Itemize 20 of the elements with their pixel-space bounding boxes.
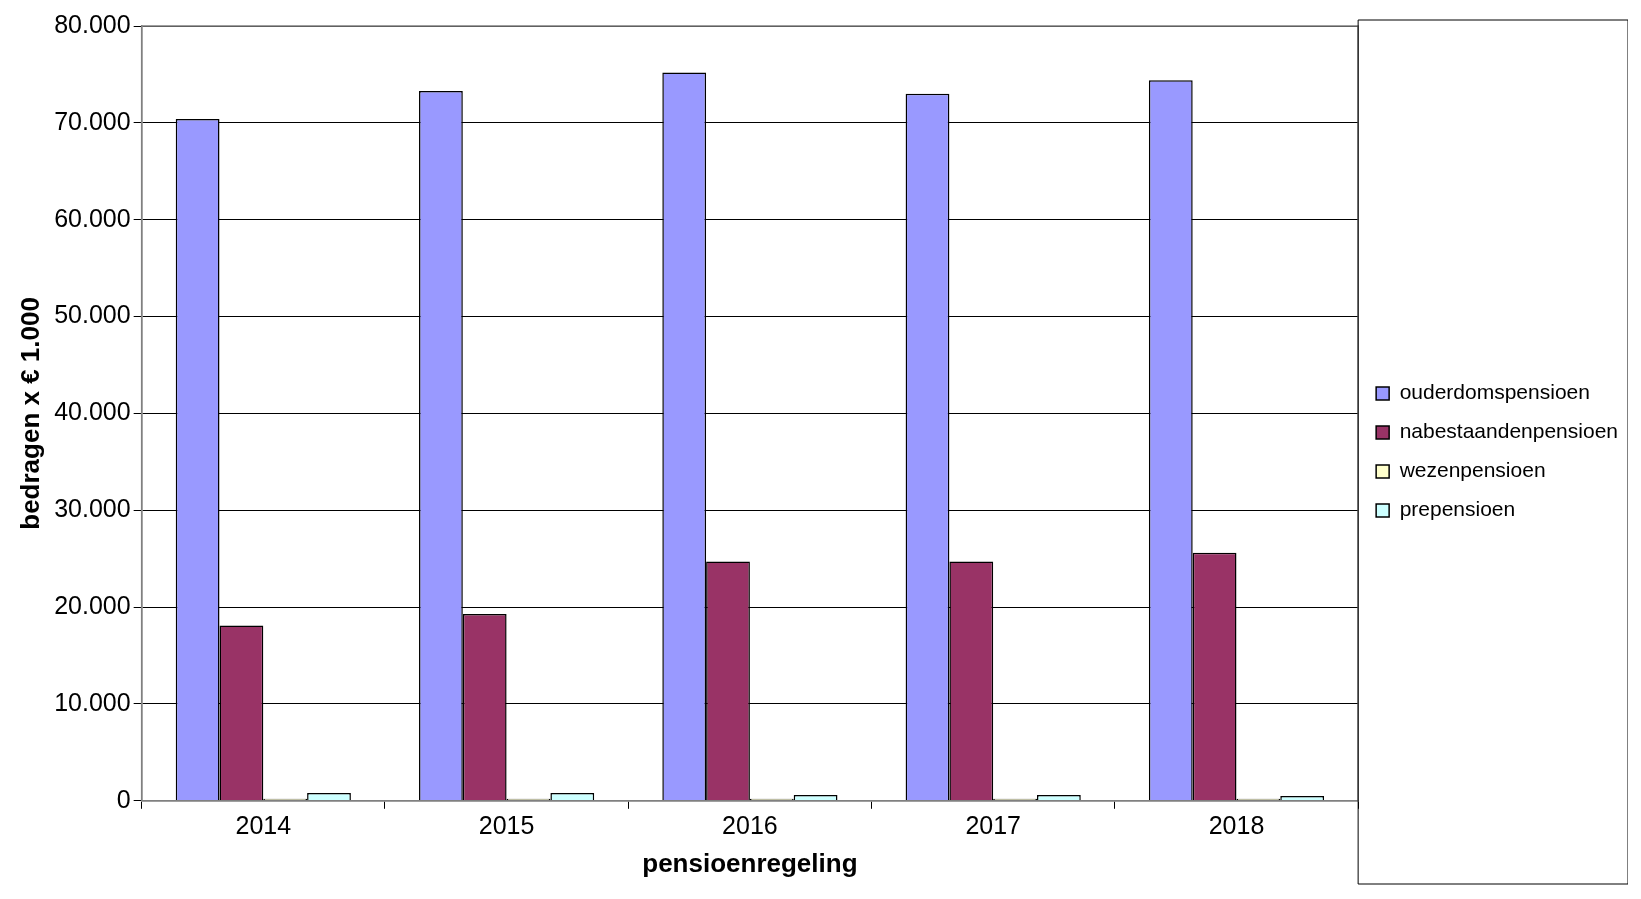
- y-tick-label: 0: [116, 784, 131, 813]
- y-tick-label: 40.000: [54, 397, 131, 426]
- legend-label: wezenpensioen: [1398, 458, 1546, 482]
- legend-label: ouderdomspensioen: [1399, 380, 1590, 404]
- x-tick-label: 2017: [965, 810, 1021, 839]
- x-tick-label: 2014: [235, 810, 292, 839]
- y-tick-label: 20.000: [54, 590, 131, 619]
- y-tick-label: 10.000: [54, 687, 131, 716]
- y-tick-label: 70.000: [54, 106, 131, 135]
- x-tick-label: 2016: [722, 810, 778, 839]
- y-tick-label: 80.000: [54, 9, 131, 38]
- x-tick-label: 2015: [478, 810, 535, 839]
- y-axis-title: bedragen x € 1.000: [14, 297, 45, 530]
- legend-label: prepensioen: [1399, 497, 1516, 521]
- legend-label: nabestaandenpensioen: [1399, 419, 1619, 443]
- y-tick-label: 60.000: [54, 203, 131, 232]
- x-axis-title: pensioenregeling: [642, 847, 858, 878]
- x-tick-label: 2018: [1208, 810, 1265, 839]
- y-tick-label: 50.000: [54, 300, 131, 329]
- y-tick-label: 30.000: [54, 494, 131, 523]
